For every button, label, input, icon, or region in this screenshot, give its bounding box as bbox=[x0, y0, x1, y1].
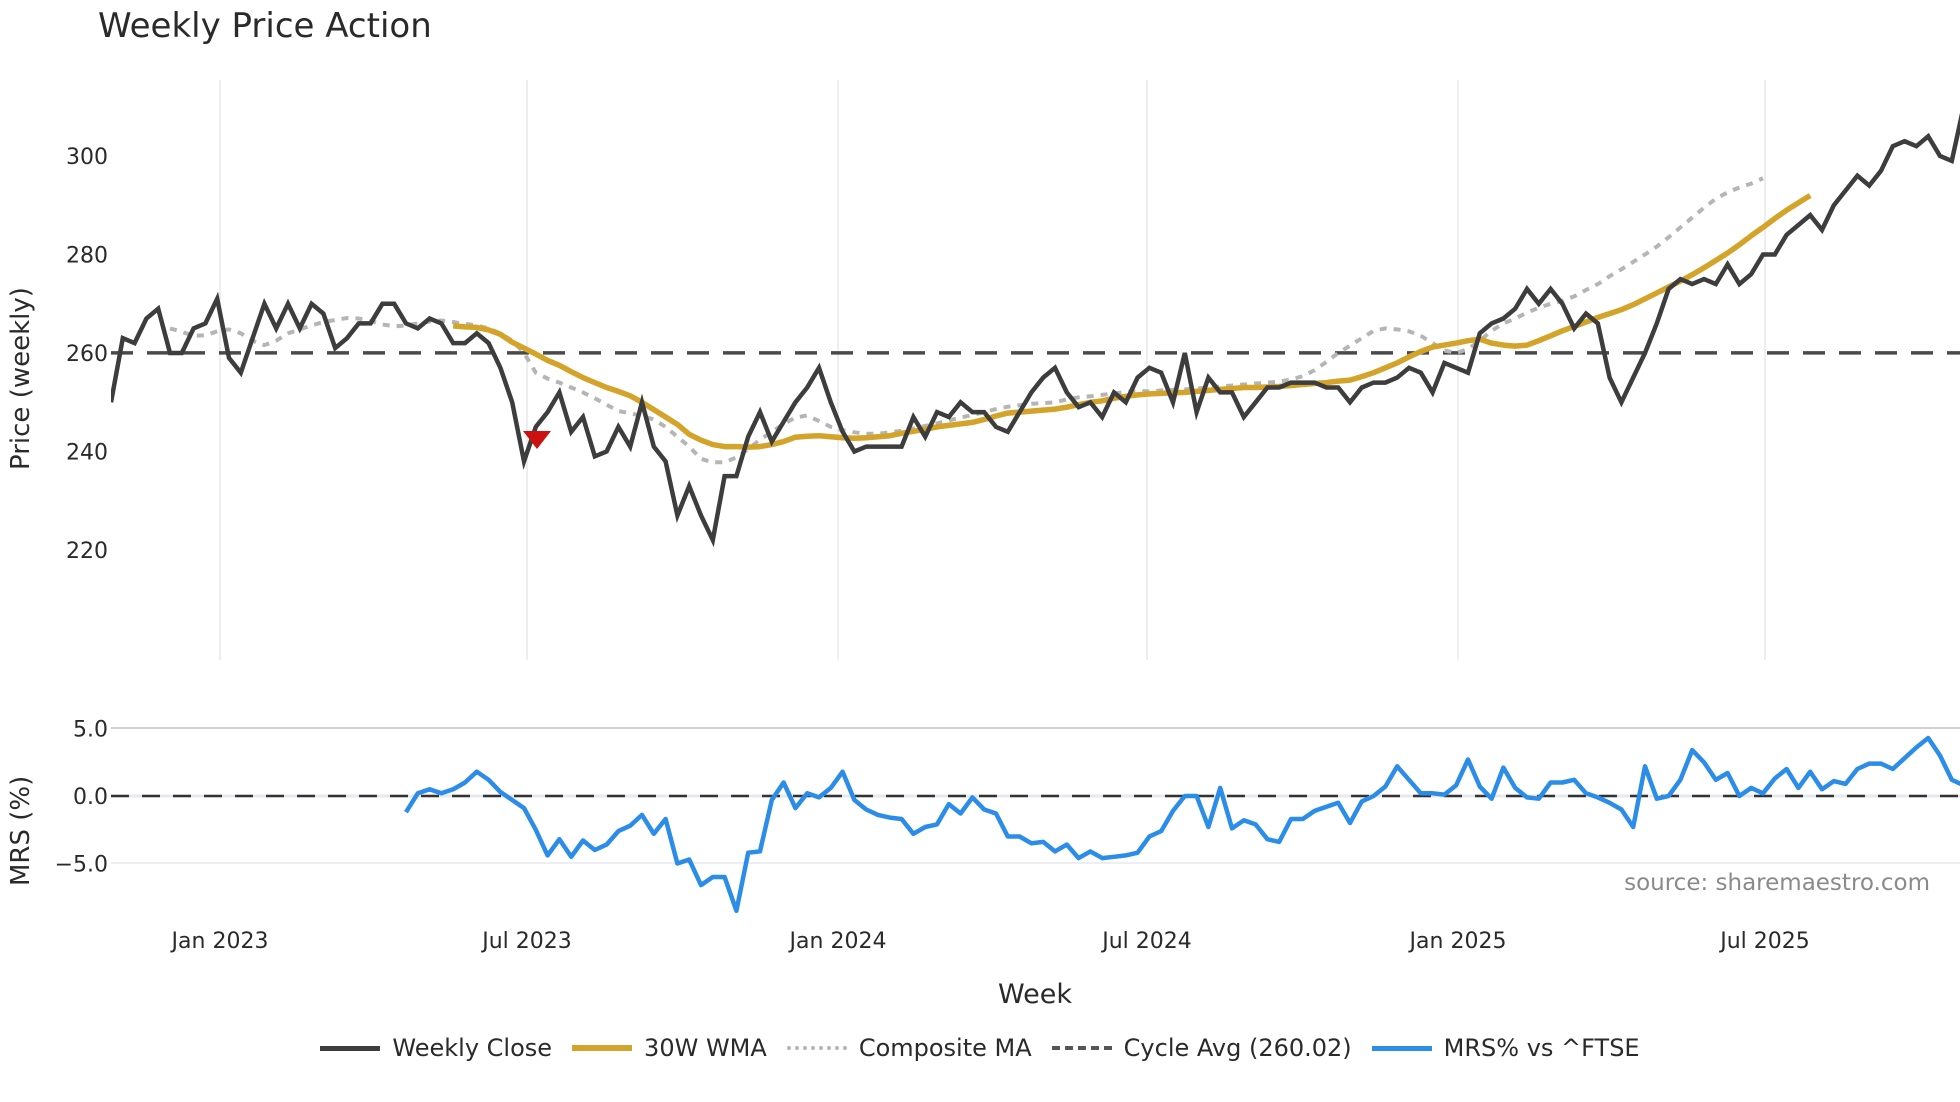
legend-item-wma[interactable]: 30W WMA bbox=[572, 1034, 767, 1062]
wma-swatch-icon bbox=[572, 1045, 633, 1051]
x-tick-label: Jul 2024 bbox=[1100, 929, 1192, 954]
cyc-swatch-icon bbox=[1051, 1046, 1112, 1050]
x-tick-label: Jul 2025 bbox=[1718, 929, 1810, 954]
legend-label: Composite MA bbox=[858, 1034, 1032, 1062]
wma-line bbox=[452, 193, 1812, 450]
x-axis-title: Week bbox=[998, 979, 1072, 1010]
x-tick-label: Jan 2025 bbox=[1408, 929, 1507, 954]
composite-ma-line bbox=[169, 176, 1764, 465]
legend-item-comp[interactable]: Composite MA bbox=[786, 1034, 1032, 1062]
series-lines bbox=[111, 112, 1960, 914]
x-tick-label: Jan 2024 bbox=[788, 929, 887, 954]
y-tick-label: 240 bbox=[66, 441, 108, 466]
legend-label: Cycle Avg (260.02) bbox=[1123, 1034, 1352, 1062]
x-tick-label: Jul 2023 bbox=[480, 929, 572, 954]
x-tick-label: Jan 2023 bbox=[170, 929, 269, 954]
legend: Weekly Close 30W WMA Composite MA Cycle Avg… bbox=[0, 1034, 1960, 1062]
legend-item-mrs[interactable]: MRS% vs ^FTSE bbox=[1371, 1034, 1640, 1062]
mrs-tick-label: −5.0 bbox=[55, 853, 108, 878]
legend-label: 30W WMA bbox=[644, 1034, 767, 1062]
mrs-tick-label: 5.0 bbox=[73, 718, 108, 743]
chart-title: Weekly Price Action bbox=[98, 6, 432, 46]
sell-signal-marker-icon bbox=[523, 431, 551, 449]
mrs-tick-label: 0.0 bbox=[73, 785, 108, 810]
y-tick-label: 260 bbox=[66, 342, 108, 367]
close-swatch-icon bbox=[320, 1045, 381, 1051]
legend-label: Weekly Close bbox=[392, 1034, 553, 1062]
y-tick-label: 300 bbox=[66, 145, 108, 170]
weekly-close-line bbox=[111, 112, 1960, 548]
comp-swatch-icon bbox=[786, 1046, 847, 1050]
legend-item-close[interactable]: Weekly Close bbox=[320, 1034, 552, 1062]
mrs-line bbox=[404, 735, 1960, 914]
mrs-swatch-icon bbox=[1371, 1045, 1432, 1051]
x-axis-ticks: Jan 2023 Jul 2023 Jan 2024 Jul 2024 Jan 2025… bbox=[170, 929, 1810, 954]
legend-label: MRS% vs ^FTSE bbox=[1443, 1034, 1640, 1062]
y-axis-ticks: 300 280 260 240 220 bbox=[66, 145, 108, 564]
y-tick-label: 220 bbox=[66, 539, 108, 564]
source-credit: source: sharemaestro.com bbox=[1624, 870, 1930, 896]
y-tick-label: 280 bbox=[66, 244, 108, 269]
legend-item-cyc[interactable]: Cycle Avg (260.02) bbox=[1051, 1034, 1352, 1062]
mrs-axis-ticks: 5.0 0.0 −5.0 bbox=[55, 718, 108, 878]
grid-lines bbox=[111, 80, 1960, 864]
